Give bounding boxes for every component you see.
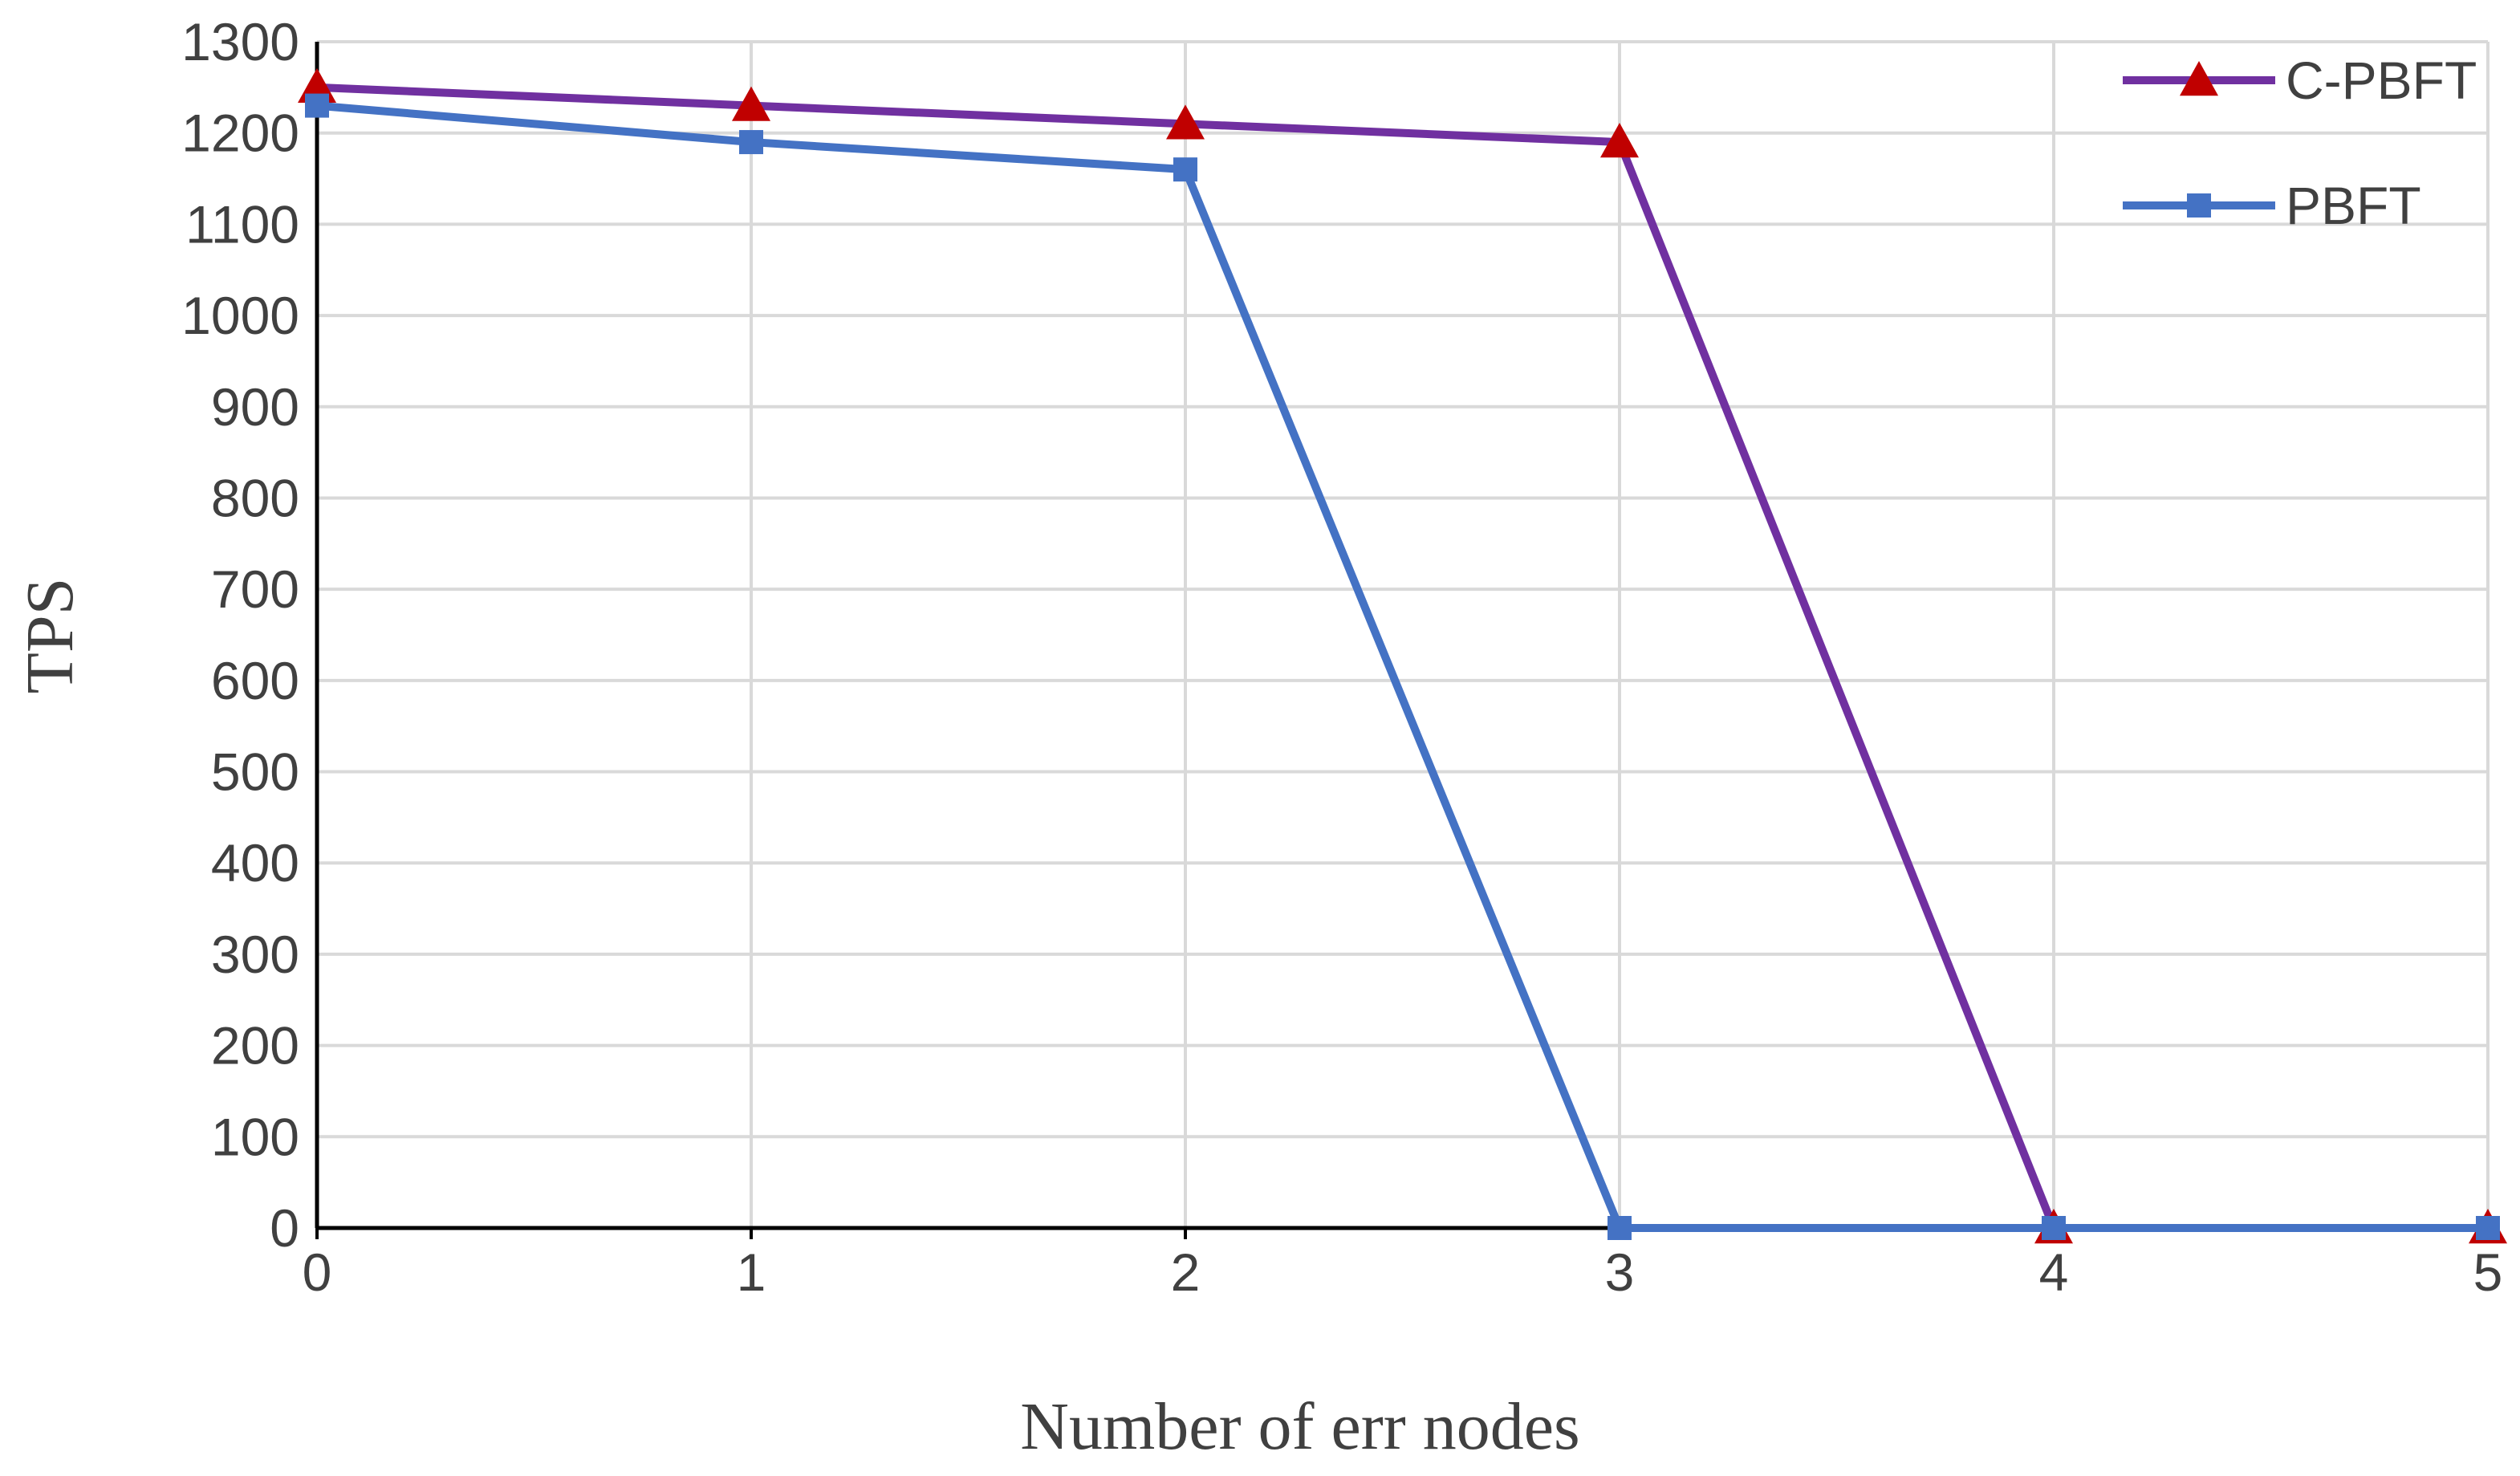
- y-tick-label: 1200: [181, 104, 299, 163]
- legend-label: PBFT: [2286, 176, 2421, 235]
- y-tick-label: 300: [211, 925, 299, 984]
- data-point-c-pbft: [1600, 123, 1639, 158]
- legend-item-pbft: PBFT: [2123, 176, 2421, 235]
- data-point-pbft: [2042, 1216, 2066, 1240]
- series-line-pbft: [316, 101, 2488, 1232]
- series-layer: [298, 67, 2507, 1244]
- y-tick-label: 100: [211, 1107, 299, 1166]
- x-tick-label: 5: [2473, 1242, 2503, 1302]
- y-tick-labels: 0 100 200 300 400 500 600 700 800 900 1000 1100 1200…: [181, 12, 299, 1258]
- y-tick-label: 0: [270, 1198, 299, 1258]
- y-tick-label: 700: [211, 559, 299, 619]
- y-tick-label: 400: [211, 833, 299, 893]
- data-point-pbft: [739, 130, 763, 155]
- legend-swatch-marker: [2187, 193, 2211, 218]
- y-tick-label: 500: [211, 742, 299, 802]
- legend-label: C-PBFT: [2286, 51, 2477, 110]
- y-tick-label: 1300: [181, 12, 299, 71]
- legend-item-c-pbft: C-PBFT: [2123, 51, 2477, 110]
- data-point-pbft: [1173, 157, 1197, 182]
- x-tick-label: 2: [1171, 1242, 1201, 1302]
- data-point-pbft: [2476, 1216, 2500, 1240]
- gridlines: [317, 40, 2490, 1228]
- data-point-c-pbft: [1166, 104, 1205, 140]
- x-tick-labels: 0 1 2 3 4 5: [303, 1242, 2503, 1302]
- x-tick-label: 3: [1605, 1242, 1635, 1302]
- y-tick-label: 900: [211, 377, 299, 437]
- series-pbft: [305, 93, 2500, 1240]
- y-tick-label: 800: [211, 468, 299, 527]
- data-point-pbft: [305, 93, 329, 118]
- x-tick-label: 4: [2039, 1242, 2069, 1302]
- x-tick-label: 1: [737, 1242, 766, 1302]
- series-line-c-pbft: [316, 83, 2488, 1232]
- x-axis-title: Number of err nodes: [1020, 1389, 1579, 1464]
- series-c-pbft: [298, 67, 2507, 1244]
- data-point-c-pbft: [732, 86, 770, 121]
- legend-swatch-marker: [2180, 61, 2218, 96]
- y-axis-title: TPS: [13, 578, 87, 694]
- y-tick-label: 1100: [185, 194, 299, 254]
- x-tick-label: 0: [303, 1242, 332, 1302]
- legend: C-PBFT PBFT: [2123, 51, 2477, 235]
- y-tick-label: 1000: [181, 286, 299, 345]
- y-tick-label: 200: [211, 1016, 299, 1075]
- data-point-pbft: [1608, 1216, 1632, 1240]
- y-tick-label: 600: [211, 651, 299, 710]
- axes: [315, 42, 2490, 1239]
